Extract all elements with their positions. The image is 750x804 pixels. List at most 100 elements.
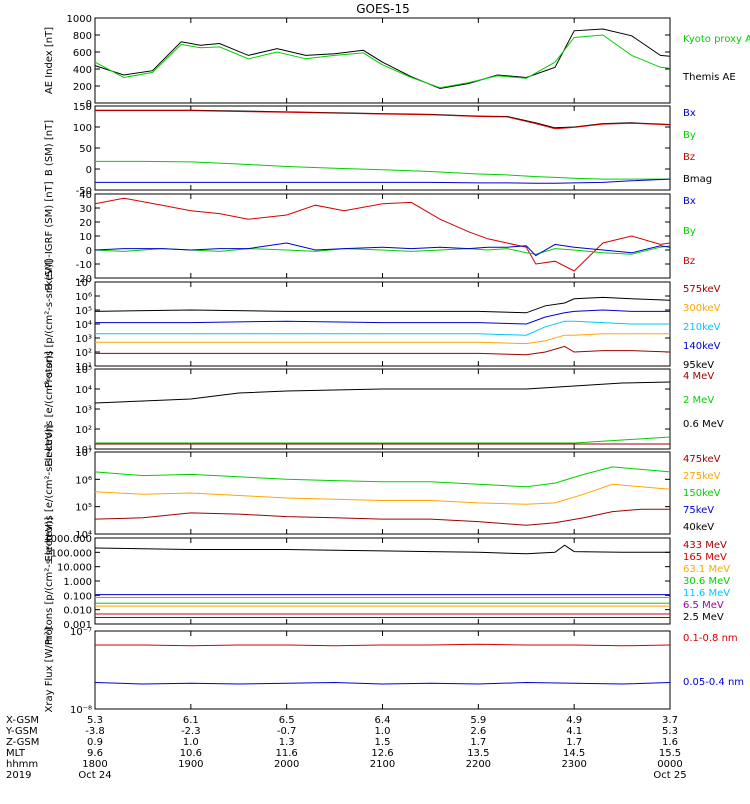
footer-cell: 2000 <box>274 759 299 770</box>
series-line-bdiff-2 <box>94 242 671 257</box>
legend-label-ae-0: Kyoto proxy AE <box>683 34 750 45</box>
footer-cell: 1800 <box>82 759 107 770</box>
legend-label-electrons1-0: 4 MeV <box>683 371 714 382</box>
y-axis-label-ae: AE Index [nT] <box>44 27 55 94</box>
series-line-protons1-1 <box>95 309 670 325</box>
y-axis-label-protons2: Protons [p/(cm²-s-sr-keV)] <box>44 517 55 645</box>
y-tick-label-bdiff: -10 <box>76 260 92 271</box>
footer-cell: 10.6 <box>180 748 202 759</box>
footer-cell: 0.9 <box>87 737 103 748</box>
y-tick-label-electrons1: 10¹ <box>75 445 92 456</box>
footer-cell: 0000 <box>657 759 682 770</box>
y-tick-label-protons2: 10.000 <box>57 563 92 574</box>
y-tick-label-electrons1: 10² <box>75 425 92 436</box>
y-tick-label-ae: 800 <box>73 31 92 42</box>
y-tick-label-electrons2: 10⁴ <box>75 530 92 541</box>
series-line-bsm-1 <box>95 110 671 130</box>
panel-frame-electrons1 <box>94 368 671 450</box>
legend-label-bsm-2: Bz <box>683 152 695 163</box>
footer-cell: 1.5 <box>375 737 391 748</box>
footer-cell: 4.9 <box>566 715 582 726</box>
y-tick-label-ae: 600 <box>73 48 92 59</box>
y-tick-label-protons2: 100.000 <box>51 548 92 559</box>
y-axis-label-bsm: B (SM) [nT] <box>44 120 55 176</box>
y-tick-label-electrons2: 10⁶ <box>75 475 92 486</box>
legend-label-bdiff-2: Bz <box>683 256 695 267</box>
panel-frame-bdiff <box>94 193 671 279</box>
legend-label-protons2-1: 165 MeV <box>683 552 727 563</box>
series-line-electrons1-1 <box>95 436 671 444</box>
footer-cell: 1.3 <box>279 737 295 748</box>
legend-label-electrons2-2: 150keV <box>683 488 721 499</box>
legend-label-ae-1: Themis AE <box>682 72 736 83</box>
footer-cell: 1.7 <box>566 737 582 748</box>
series-line-bsm-0 <box>95 109 671 129</box>
footer-cell: 11.6 <box>276 748 298 759</box>
y-tick-label-electrons1: 10⁵ <box>75 365 92 376</box>
y-tick-label-xray: 10⁻⁷ <box>70 627 92 638</box>
footer-cell: 15.5 <box>659 748 681 759</box>
footer-cell: 6.1 <box>183 715 199 726</box>
y-tick-label-bsm: 150 <box>73 102 92 113</box>
y-tick-label-bsm: -50 <box>76 186 92 197</box>
series-line-protons1-4 <box>95 345 671 356</box>
y-tick-label-electrons1: 10³ <box>75 405 92 416</box>
footer-cell: -3.8 <box>85 726 105 737</box>
legend-label-bdiff-1: By <box>683 226 696 237</box>
footer-row-label: hhmm <box>6 759 38 770</box>
y-axis-label-protons1: Protons [p/(cm²-s-sr-keV)] <box>44 260 55 388</box>
footer-cell: 2200 <box>466 759 491 770</box>
footer-row-label: 2019 <box>6 770 31 781</box>
series-line-bsm-3 <box>95 178 671 184</box>
footer-cell: 6.4 <box>375 715 391 726</box>
series-line-electrons2-0 <box>94 466 671 488</box>
footer-cell: -0.7 <box>277 726 297 737</box>
series-line-bdiff-1 <box>94 245 671 255</box>
footer-cell: 6.5 <box>279 715 295 726</box>
legend-label-bsm-3: Bmag <box>683 174 712 185</box>
legend-label-bsm-1: By <box>683 130 696 141</box>
legend-label-xray-0: 0.1-0.8 nm <box>683 633 738 644</box>
footer-cell: 1.0 <box>183 737 199 748</box>
y-tick-label-protons1: 10⁴ <box>75 320 92 331</box>
series-line-bsm-2 <box>95 160 670 180</box>
series-line-protons2-0 <box>94 544 670 555</box>
footer-cell: 4.1 <box>566 726 582 737</box>
footer-cell: -2.3 <box>181 726 201 737</box>
y-tick-label-bdiff: -20 <box>76 274 92 285</box>
y-tick-label-protons1: 10³ <box>75 334 92 345</box>
footer-cell: 9.6 <box>87 748 103 759</box>
legend-label-electrons1-1: 2 MeV <box>683 395 714 406</box>
y-tick-label-bsm: 100 <box>73 123 92 134</box>
legend-label-protons1-2: 210keV <box>683 322 721 333</box>
series-line-xray-0 <box>95 643 671 647</box>
series-line-electrons2-2 <box>94 508 670 526</box>
legend-label-protons1-1: 300keV <box>683 303 721 314</box>
footer-row-label: Y-GSM <box>5 726 38 737</box>
series-line-xray-1 <box>94 681 671 685</box>
y-tick-label-protons2: 0.100 <box>63 591 92 602</box>
footer-row-label: MLT <box>6 748 26 759</box>
footer-cell: 13.5 <box>467 748 489 759</box>
footer-cell: 2.6 <box>470 726 486 737</box>
footer-cell: Oct 24 <box>78 770 111 781</box>
footer-cell: 14.5 <box>563 748 585 759</box>
legend-label-bsm-0: Bx <box>683 108 696 119</box>
legend-label-protons2-6: 2.5 MeV <box>683 612 724 623</box>
y-tick-label-ae: 0 <box>86 99 92 110</box>
y-tick-label-protons2: 1000.000 <box>44 534 92 545</box>
y-tick-label-bdiff: 20 <box>79 218 92 229</box>
footer-cell: 1.0 <box>375 726 391 737</box>
footer-cell: 1900 <box>178 759 203 770</box>
panel-frame-ae <box>94 17 671 104</box>
legend-label-electrons2-0: 475keV <box>683 454 721 465</box>
series-line-bdiff-0 <box>94 197 671 272</box>
legend-label-xray-1: 0.05-0.4 nm <box>683 677 744 688</box>
footer-cell: 1.6 <box>662 737 678 748</box>
y-axis-label-bdiff: B (SM)-IGRF (SM) [nT] <box>44 181 55 290</box>
legend-label-protons2-0: 433 MeV <box>683 540 727 551</box>
legend-label-protons2-5: 6.5 MeV <box>683 600 724 611</box>
footer-cell: 2300 <box>561 759 586 770</box>
panel-frame-bsm <box>94 105 671 191</box>
